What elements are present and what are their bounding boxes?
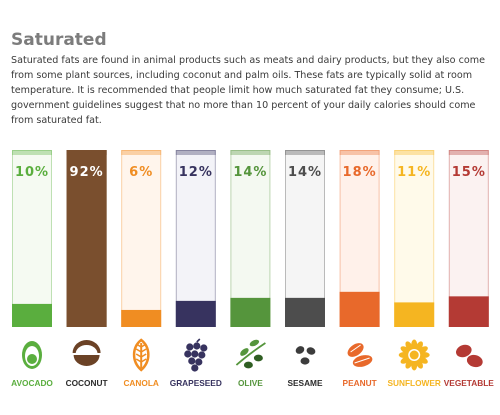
bar-coconut xyxy=(66,150,107,327)
bar-group-olive: 14% OLIVE xyxy=(230,150,271,388)
bar-top-strip xyxy=(339,150,380,155)
bar-group-sesame: 14% SESAME xyxy=(285,150,325,388)
bar-avocado xyxy=(12,303,52,327)
category-label-coconut: COCONUT xyxy=(66,378,108,388)
bar-background xyxy=(230,150,271,327)
page-title: Saturated xyxy=(11,30,107,50)
bar-sunflower xyxy=(394,302,435,327)
coconut-icon xyxy=(72,340,101,366)
category-label-sesame: SESAME xyxy=(287,378,323,388)
bar-background xyxy=(285,150,325,327)
bar-group-canola: 6% CANOLA xyxy=(121,150,162,388)
bar-grapeseed xyxy=(175,300,216,327)
intro-paragraph: Saturated fats are found in animal produ… xyxy=(11,55,485,126)
category-label-olive: OLIVE xyxy=(238,378,263,388)
bar-background xyxy=(121,150,162,327)
bar-group-peanut: 18% PEANUT xyxy=(339,150,380,388)
bar-background xyxy=(12,150,52,327)
bar-canola xyxy=(121,309,162,327)
bar-top-strip xyxy=(394,150,435,155)
category-label-peanut: PEANUT xyxy=(343,378,377,388)
peanut-icon xyxy=(347,343,373,367)
data-label-peanut: 18% xyxy=(343,165,377,180)
grapeseed-icon xyxy=(184,338,208,372)
data-label-sunflower: 11% xyxy=(397,165,431,180)
category-label-vegetable: VEGETABLE xyxy=(444,378,495,388)
bar-top-strip xyxy=(285,150,325,155)
bar-peanut xyxy=(339,291,380,327)
bar-sesame xyxy=(285,297,325,327)
bar-group-grapeseed: 12% GRAPESEED xyxy=(170,150,222,388)
olive-icon xyxy=(235,339,266,369)
bar-vegetable xyxy=(448,296,489,327)
bar-group-coconut: 92% COCONUT xyxy=(66,150,108,388)
bar-top-strip xyxy=(121,150,162,155)
data-label-olive: 14% xyxy=(233,165,267,180)
category-label-canola: CANOLA xyxy=(123,378,159,388)
bar-olive xyxy=(230,297,271,327)
bar-group-avocado: 10% AVOCADO xyxy=(11,150,53,388)
bar-top-strip xyxy=(230,150,271,155)
bar-background xyxy=(175,150,216,327)
sunflower-icon xyxy=(398,339,430,371)
data-label-grapeseed: 12% xyxy=(179,165,213,180)
bar-group-sunflower: 11% SUNFLOWER xyxy=(387,150,441,388)
canola-icon xyxy=(132,338,150,372)
bar-group-vegetable: 15% VEGETABLE xyxy=(444,150,495,388)
avocado-icon xyxy=(22,341,42,369)
bar-background xyxy=(394,150,435,327)
bar-top-strip xyxy=(448,150,489,155)
data-label-vegetable: 15% xyxy=(452,165,486,180)
data-label-coconut: 92% xyxy=(70,165,104,180)
data-label-avocado: 10% xyxy=(15,165,49,180)
category-label-grapeseed: GRAPESEED xyxy=(170,378,222,388)
bar-top-strip xyxy=(175,150,216,155)
data-label-canola: 6% xyxy=(129,165,153,180)
category-label-avocado: AVOCADO xyxy=(11,378,53,388)
vegetable-icon xyxy=(456,344,483,368)
sesame-icon xyxy=(295,346,316,365)
category-label-sunflower: SUNFLOWER xyxy=(387,378,440,388)
data-label-sesame: 14% xyxy=(288,165,322,180)
bar-top-strip xyxy=(12,150,52,155)
